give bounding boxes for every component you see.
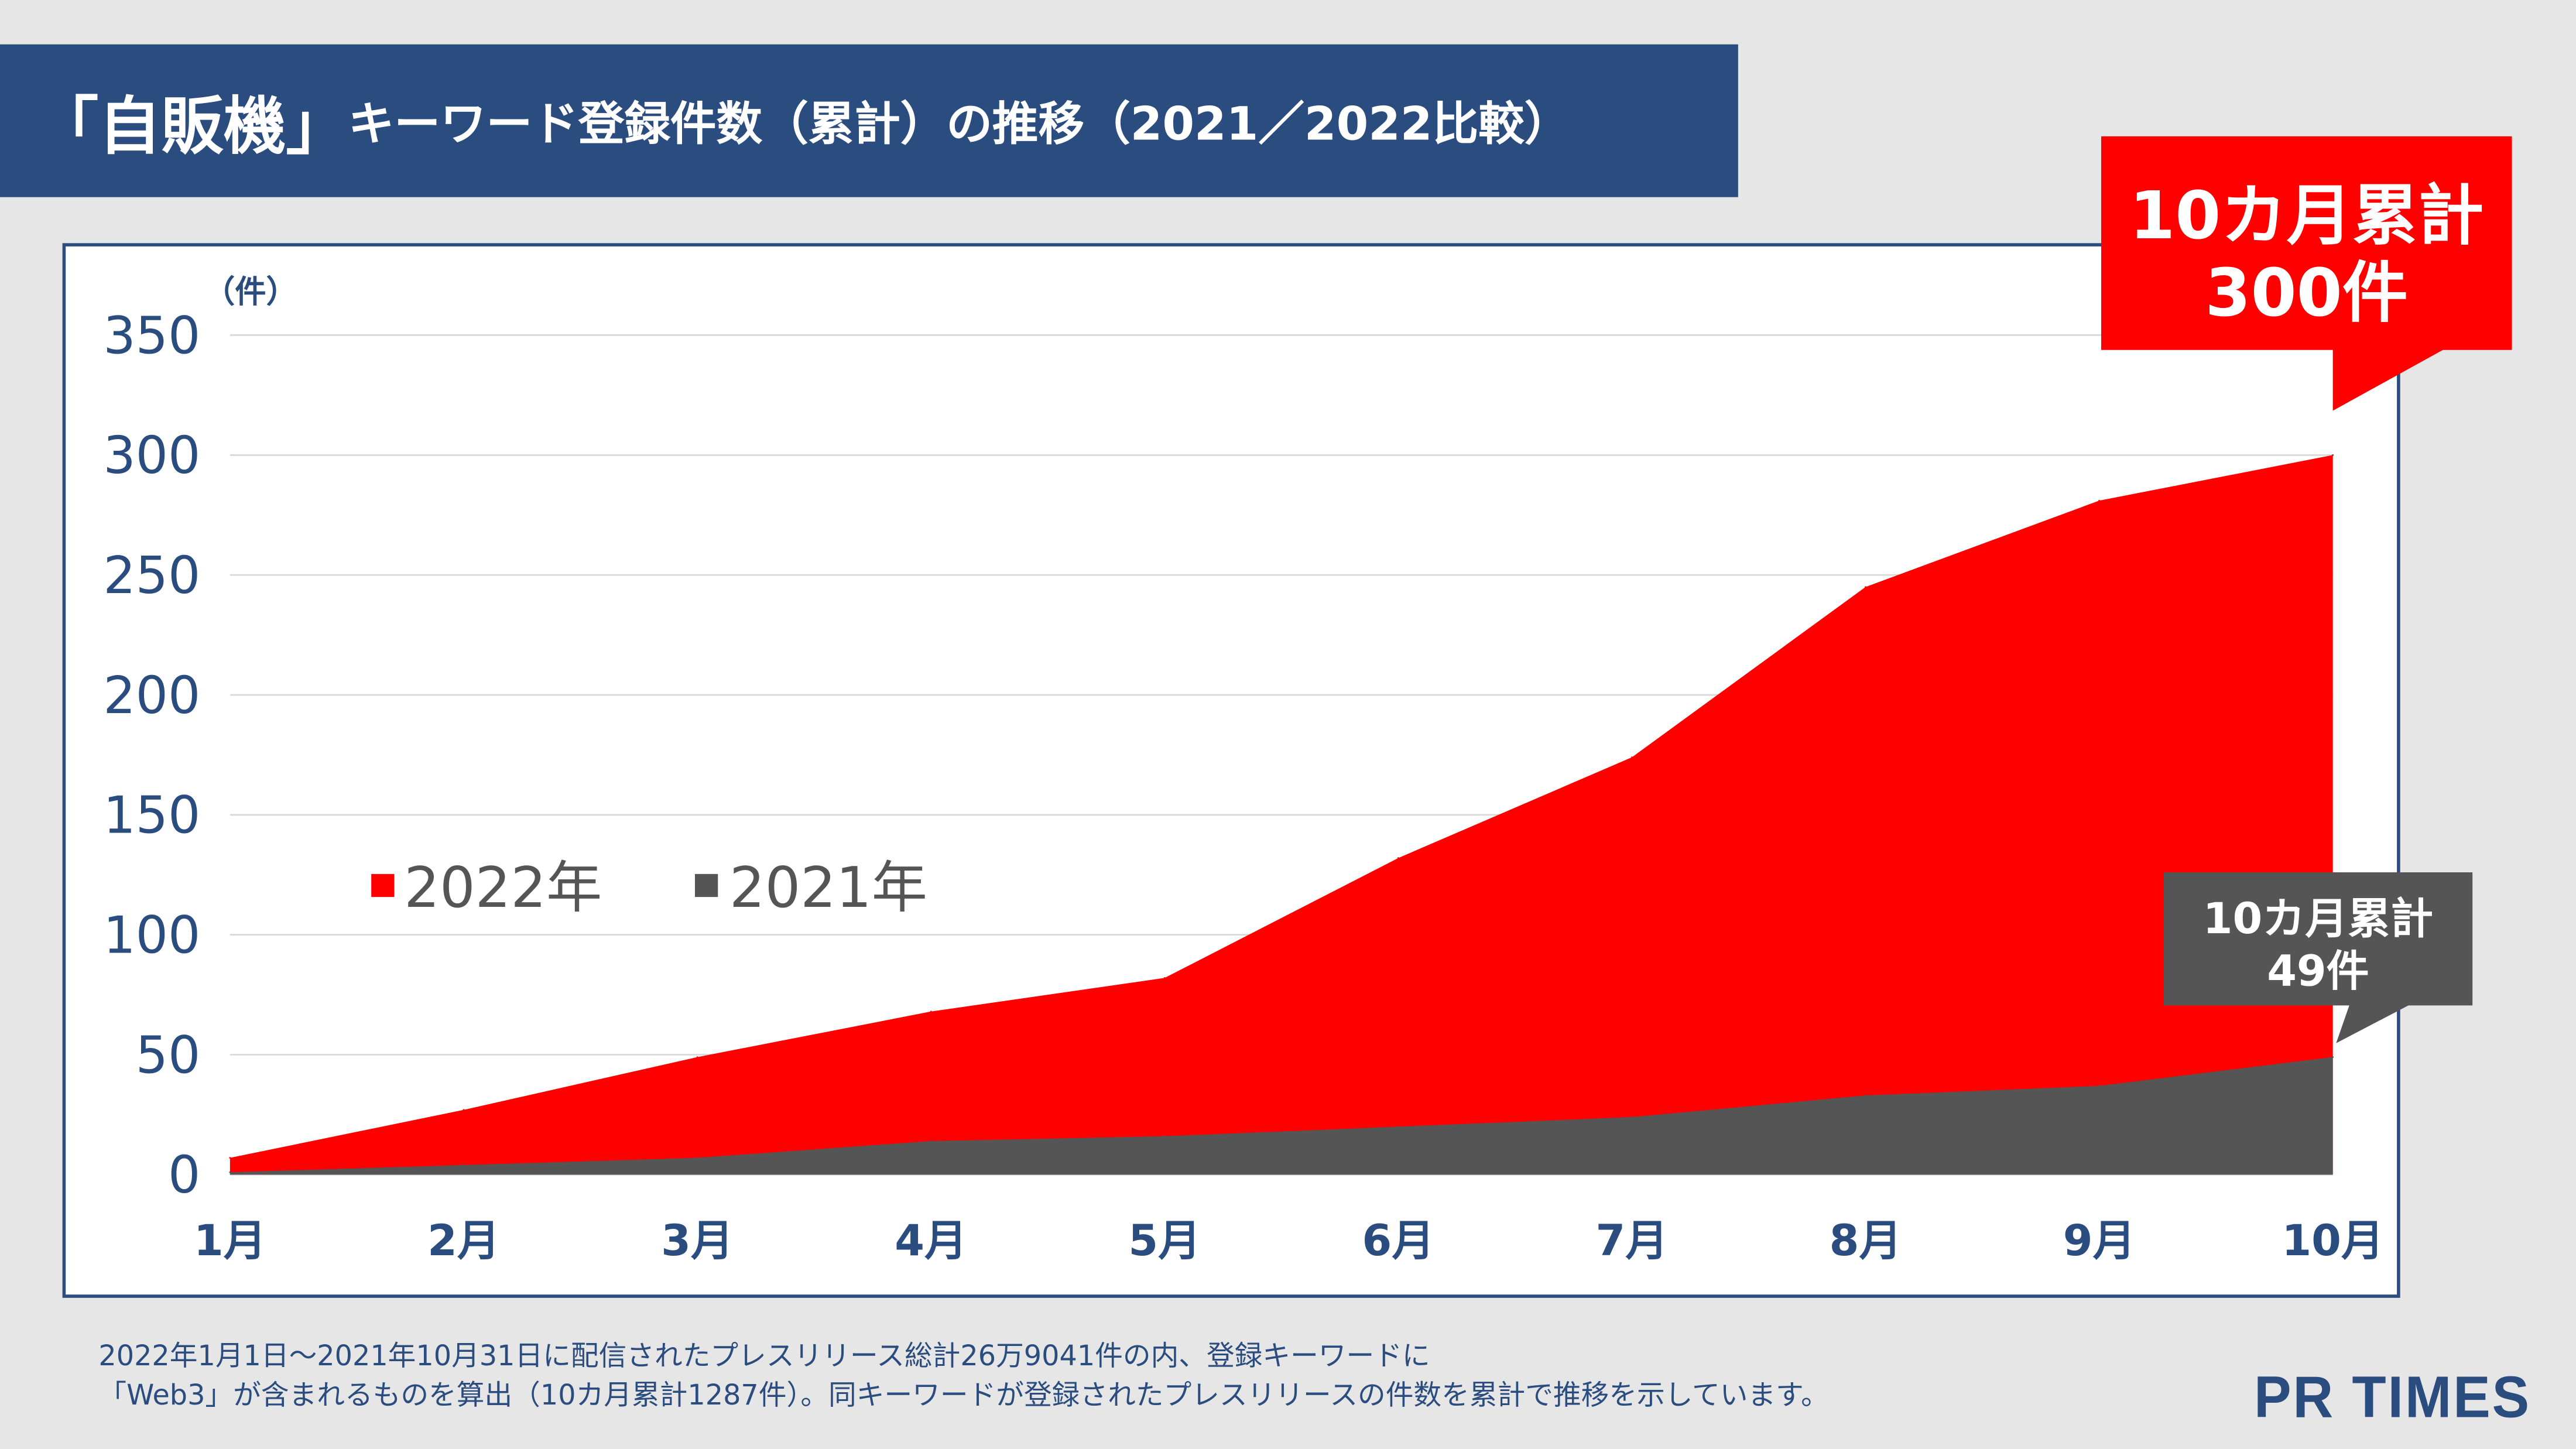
y-tick-label: 300 (103, 426, 200, 485)
data-point (1163, 977, 1166, 979)
x-tick-label: 7月 (1596, 1216, 1669, 1266)
legend-swatch-2022 (371, 873, 395, 898)
data-point (463, 1164, 465, 1166)
data-point (696, 1056, 698, 1059)
y-tick-label: 50 (136, 1025, 201, 1085)
footnote-line-1: 2022年1月1日～2021年10月31日に配信されたプレスリリース総計26万9… (98, 1340, 1430, 1373)
data-point (229, 1171, 231, 1173)
x-tick-label: 10月 (2282, 1216, 2383, 1266)
data-point (463, 1109, 465, 1111)
title-text: キーワード登録件数（累計）の推移（2021／2022比較） (348, 96, 1571, 150)
data-point (1630, 1116, 1633, 1118)
x-tick-label: 5月 (1128, 1216, 1201, 1266)
callout-2021: 10カ月累計 49件 (2163, 872, 2473, 1043)
data-point (2332, 454, 2334, 456)
footnote-line-2: 「Web3」が含まれるものを算出（10カ月累計1287件）。同キーワードが登録さ… (98, 1380, 1829, 1413)
callout-2022-line1: 10カ月累計 (2129, 178, 2483, 254)
legend-label-2022: 2022年 (404, 855, 602, 920)
y-tick-label: 250 (103, 546, 200, 605)
x-tick-label: 4月 (895, 1216, 967, 1266)
data-point (930, 1140, 932, 1142)
area-series-2022年 (229, 455, 2333, 1175)
data-point (2098, 1085, 2100, 1087)
data-point (229, 1157, 231, 1159)
callout-2022-bubble (2101, 136, 2512, 411)
area-series-2021年 (229, 1057, 2333, 1175)
callout-2021-line1: 10カ月累計 (2203, 894, 2433, 944)
data-point (1630, 756, 1633, 758)
x-tick-label: 3月 (661, 1216, 734, 1266)
x-tick-label: 6月 (1362, 1216, 1434, 1266)
data-point (1163, 1135, 1166, 1138)
callout-2022-line2: 300件 (2205, 255, 2409, 331)
y-tick-label: 150 (103, 786, 200, 845)
data-point (2098, 499, 2100, 502)
data-point (696, 1157, 698, 1159)
x-tick-label: 8月 (1830, 1216, 1902, 1266)
legend-label-2021: 2021年 (729, 855, 927, 920)
legend-swatch-2021 (694, 873, 718, 898)
callout-2021-bubble (2163, 872, 2473, 1043)
y-tick-label: 200 (103, 666, 200, 725)
y-tick-label: 0 (168, 1145, 200, 1205)
callout-2022: 10カ月累計 300件 (2101, 136, 2512, 411)
data-point (1397, 1126, 1399, 1128)
data-point (1865, 586, 1866, 588)
y-tick-label: 350 (103, 306, 200, 365)
legend: 2022年 2021年 (371, 855, 927, 920)
title-keyword: 「自販機」 (36, 90, 348, 163)
data-point (1865, 1094, 1866, 1097)
data-point (2332, 1056, 2334, 1059)
y-tick-label: 100 (103, 906, 200, 965)
x-tick-label: 9月 (2063, 1216, 2136, 1266)
data-point (930, 1010, 932, 1013)
title-bar: 「自販機」 キーワード登録件数（累計）の推移（2021／2022比較） (0, 44, 1738, 197)
data-point (1397, 857, 1399, 859)
pr-times-logo: PR TIMES (2253, 1365, 2532, 1431)
callout-2021-line2: 49件 (2267, 947, 2369, 996)
y-axis-unit: （件） (204, 273, 297, 310)
x-tick-label: 1月 (194, 1216, 266, 1266)
x-tick-label: 2月 (427, 1216, 500, 1266)
